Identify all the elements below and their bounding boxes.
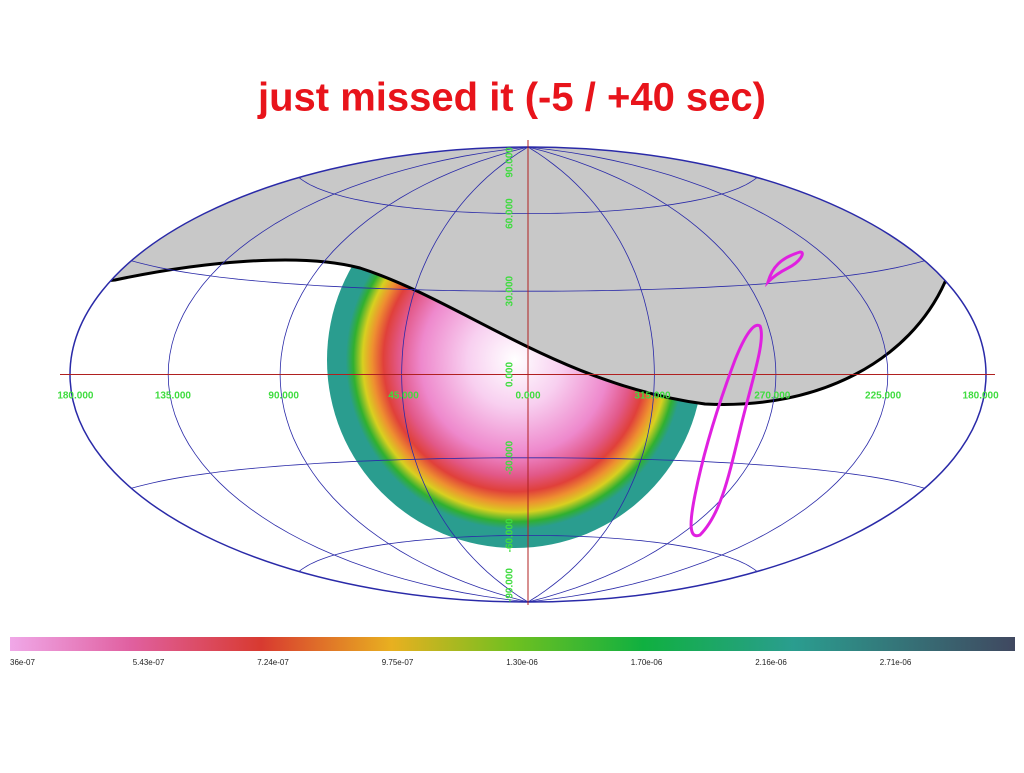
colorbar [10, 637, 1015, 651]
colorbar-label: 9.75e-07 [382, 658, 414, 667]
colorbar-label: 5.43e-07 [133, 658, 165, 667]
lat-label: 30.000 [505, 275, 516, 306]
colorbar-label: 2.16e-06 [755, 658, 787, 667]
colorbar-labels: 36e-07 5.43e-07 7.24e-07 9.75e-07 1.30e-06 1.… [10, 658, 912, 667]
lon-label: 0.000 [515, 391, 540, 402]
slide-title: just missed it (-5 / +40 sec) [257, 76, 766, 120]
lon-label: 90.000 [268, 391, 299, 402]
lat-label: 0.000 [505, 362, 516, 387]
colorbar-label: 2.71e-06 [880, 658, 912, 667]
lon-label: 180.000 [57, 391, 94, 402]
contour [689, 323, 763, 538]
occulted-region [70, 147, 986, 406]
axis-labels: 180.000 135.000 90.000 45.000 0.000 315.000 27… [57, 147, 999, 602]
lon-label: 180.000 [963, 391, 1000, 402]
lat-label: -30.000 [505, 440, 516, 474]
lat-label: -60.000 [505, 518, 516, 552]
lat-label: 60.000 [505, 198, 516, 229]
lon-label: 45.000 [388, 391, 419, 402]
lon-label: 315.000 [634, 391, 671, 402]
colorbar-label: 7.24e-07 [257, 658, 289, 667]
lon-label: 135.000 [155, 391, 192, 402]
lon-label: 270.000 [754, 391, 791, 402]
colorbar-label: 36e-07 [10, 658, 35, 667]
colorbar-label: 1.30e-06 [506, 658, 538, 667]
contour [764, 250, 804, 288]
colorbar-label: 1.70e-06 [631, 658, 663, 667]
lon-label: 225.000 [865, 391, 902, 402]
lat-label: 90.000 [505, 147, 516, 178]
lat-label: -90.000 [505, 568, 516, 602]
